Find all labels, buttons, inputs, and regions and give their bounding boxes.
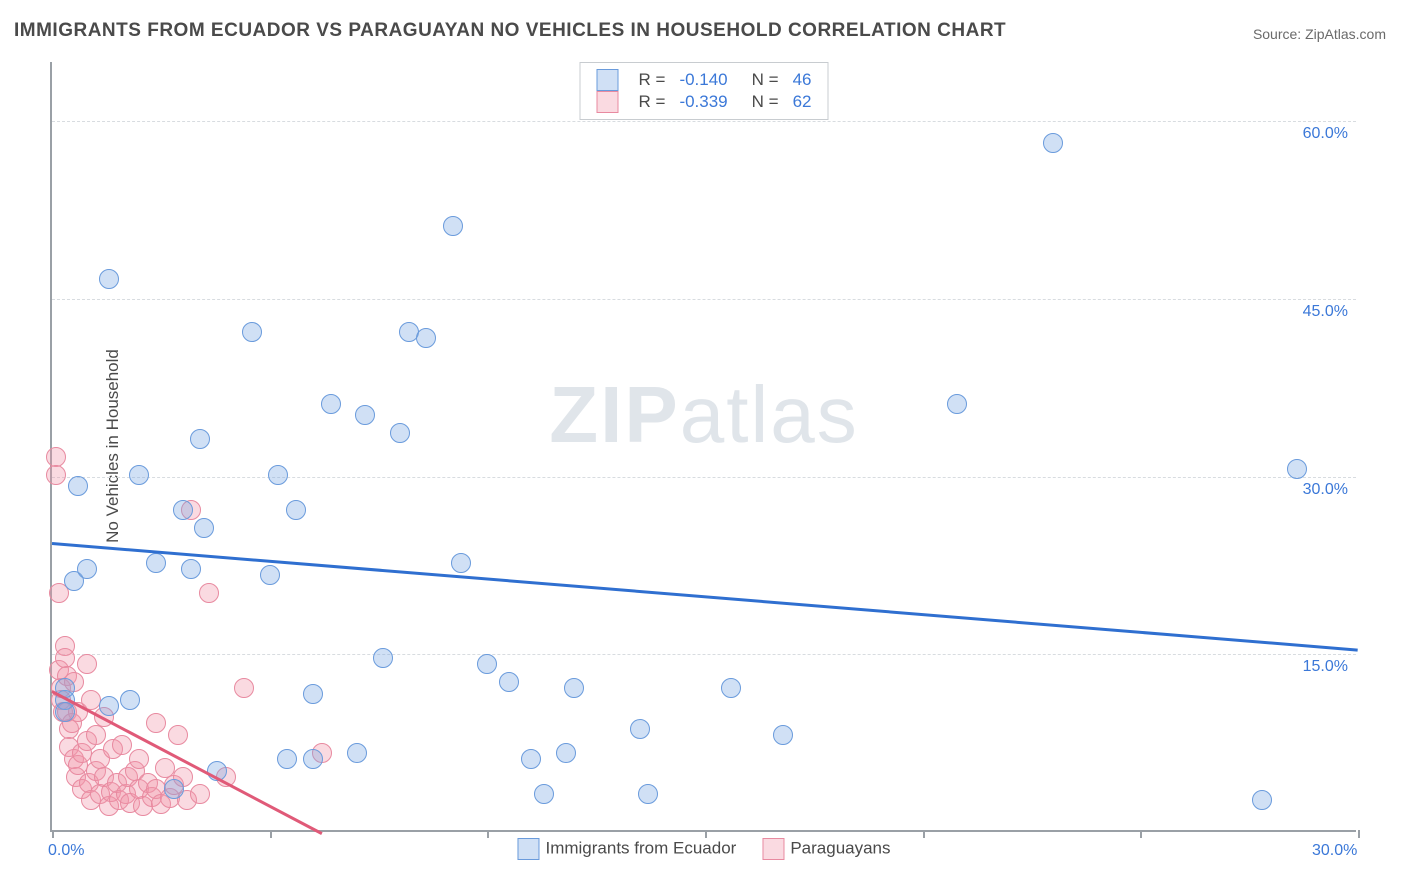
ecuador-swatch [597,69,619,91]
legend-ecuador: Immigrants from Ecuador [517,838,736,860]
y-axis-label: No Vehicles in Household [103,349,123,543]
x-axis-legend: Immigrants from Ecuador Paraguayans [517,838,890,860]
ecuador-point [443,216,463,236]
ecuador-point [521,749,541,769]
watermark: ZIPatlas [549,369,858,461]
paraguay-point [86,725,106,745]
ecuador-point [373,648,393,668]
ecuador-point [499,672,519,692]
legend-row-paraguay: R = -0.339 N = 62 [597,91,812,113]
ecuador-point [477,654,497,674]
ecuador-point [77,559,97,579]
paraguay-point [168,725,188,745]
ecuador-point [451,553,471,573]
ecuador-point [638,784,658,804]
gridline [52,121,1356,122]
x-tick-mark [487,830,489,838]
ecuador-point [99,269,119,289]
ecuador-point [556,743,576,763]
paraguay-point [146,713,166,733]
y-tick-label: 15.0% [1303,658,1348,676]
paraguay-point [77,654,97,674]
legend-paraguay: Paraguayans [762,838,890,860]
paraguay-point [129,749,149,769]
ecuador-trendline [52,542,1358,652]
gridline [52,477,1356,478]
paraguay-point [190,784,210,804]
ecuador-point [194,518,214,538]
x-tick-mark [270,830,272,838]
y-tick-label: 30.0% [1303,481,1348,499]
ecuador-point [173,500,193,520]
source-attribution: Source: ZipAtlas.com [1253,26,1386,42]
ecuador-point [146,553,166,573]
ecuador-point [303,684,323,704]
ecuador-point [630,719,650,739]
paraguay-point [234,678,254,698]
ecuador-point [277,749,297,769]
x-tick-label: 30.0% [1312,842,1357,860]
ecuador-point [268,465,288,485]
ecuador-point [99,696,119,716]
x-tick-mark [1358,830,1360,838]
paraguay-swatch [597,91,619,113]
ecuador-point [260,565,280,585]
ecuador-point [242,322,262,342]
gridline [52,654,1356,655]
ecuador-point [286,500,306,520]
paraguay-point [112,735,132,755]
gridline [52,299,1356,300]
ecuador-point [947,394,967,414]
correlation-legend: R = -0.140 N = 46 R = -0.339 N = 62 [580,62,829,120]
ecuador-point [303,749,323,769]
x-tick-mark [52,830,54,838]
ecuador-point [721,678,741,698]
x-tick-mark [705,830,707,838]
x-tick-mark [923,830,925,838]
plot-area: ZIPatlas No Vehicles in Household R = -0… [50,62,1356,832]
ecuador-point [534,784,554,804]
paraguay-point [199,583,219,603]
ecuador-point [347,743,367,763]
chart-title: IMMIGRANTS FROM ECUADOR VS PARAGUAYAN NO… [14,20,1006,42]
ecuador-point [190,429,210,449]
paraguay-point [46,465,66,485]
ecuador-point [55,702,75,722]
ecuador-point [564,678,584,698]
ecuador-point [416,328,436,348]
legend-row-ecuador: R = -0.140 N = 46 [597,69,812,91]
ecuador-point [773,725,793,745]
ecuador-point [1287,459,1307,479]
ecuador-point [68,476,88,496]
ecuador-point [1252,790,1272,810]
ecuador-point [1043,133,1063,153]
ecuador-point [181,559,201,579]
y-tick-label: 60.0% [1303,125,1348,143]
y-tick-label: 45.0% [1303,303,1348,321]
ecuador-point [355,405,375,425]
ecuador-point [321,394,341,414]
x-tick-mark [1140,830,1142,838]
ecuador-point [164,779,184,799]
ecuador-point [129,465,149,485]
x-tick-label: 0.0% [48,842,84,860]
ecuador-point [120,690,140,710]
ecuador-point [390,423,410,443]
